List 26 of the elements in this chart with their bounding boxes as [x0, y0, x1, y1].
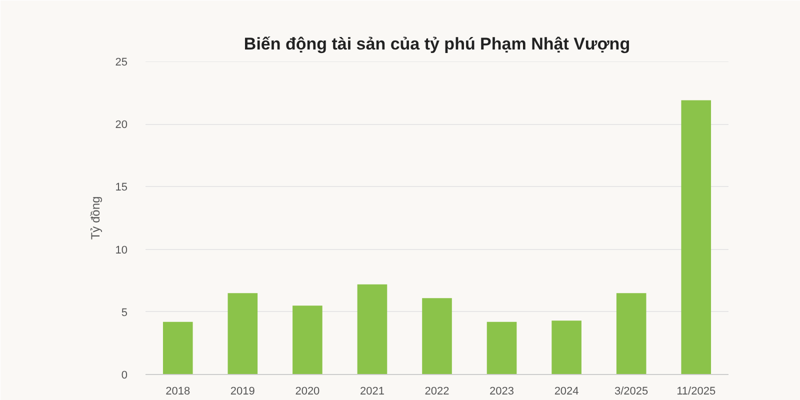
- x-tick-label: 2020: [295, 386, 320, 398]
- y-tick-label: 5: [121, 306, 128, 319]
- y-tick-label: 0: [121, 370, 128, 382]
- x-tick-label: 2023: [490, 386, 514, 398]
- bar: [422, 298, 452, 374]
- bar: [616, 293, 646, 374]
- x-tick-label: 11/2025: [676, 386, 716, 398]
- bar: [357, 284, 388, 374]
- bar: [292, 306, 322, 374]
- x-tick-label: 2022: [424, 386, 450, 398]
- y-tick-label: 25: [115, 56, 128, 68]
- bar: [228, 293, 258, 374]
- bar: [486, 322, 517, 374]
- y-tick-label: 20: [115, 119, 128, 132]
- y-axis-title: Tỷ đồng: [88, 196, 102, 240]
- chart-title: Biến động tài sản của tỷ phú Phạm Nhật Vượng: [244, 34, 630, 54]
- x-tick-label: 2021: [360, 386, 384, 398]
- x-tick-label: 2024: [554, 386, 579, 398]
- y-tick-label: 15: [115, 182, 128, 194]
- x-tick-label: 3/2025: [614, 386, 648, 398]
- x-tick-label: 2018: [166, 386, 190, 398]
- bar: [162, 322, 193, 374]
- y-tick-label: 10: [115, 244, 128, 256]
- bar: [681, 100, 712, 374]
- bar: [552, 320, 582, 374]
- x-tick-label: 2019: [230, 386, 255, 398]
